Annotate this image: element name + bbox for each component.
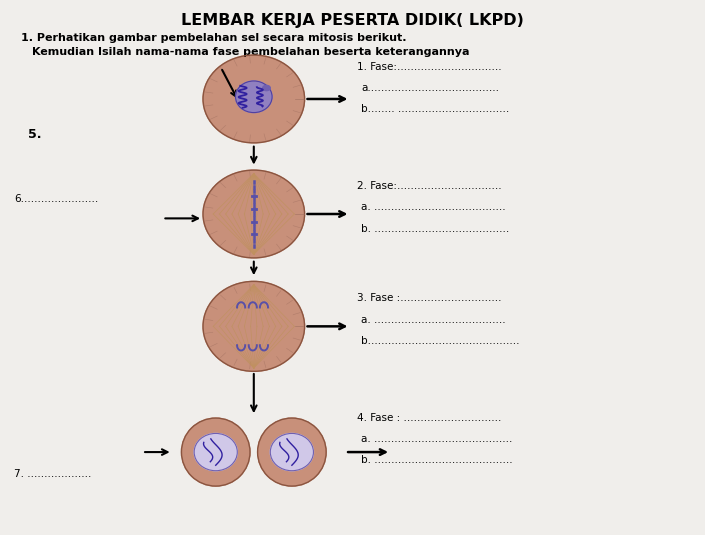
Text: b.............................................: b.......................................… [361,336,520,346]
Text: 3. Fase :..............................: 3. Fase :.............................. [357,293,502,303]
Text: a. .......................................: a. .....................................… [361,315,505,325]
Ellipse shape [257,418,326,486]
Text: a.......................................: a....................................... [361,83,499,93]
Ellipse shape [203,55,305,143]
Text: Kemudian Isilah nama-nama fase pembelahan beserta keterangannya: Kemudian Isilah nama-nama fase pembelaha… [32,47,470,57]
Ellipse shape [181,418,250,486]
Text: 1. Fase:...............................: 1. Fase:............................... [357,62,502,72]
Ellipse shape [203,281,305,371]
Text: 7. ...................: 7. ................... [14,469,92,479]
Text: b........ .................................: b........ ..............................… [361,104,509,114]
Text: a. .........................................: a. .....................................… [361,434,513,444]
Ellipse shape [263,86,270,90]
Ellipse shape [203,170,305,258]
Text: 1. Perhatikan gambar pembelahan sel secara mitosis berikut.: 1. Perhatikan gambar pembelahan sel seca… [21,33,407,43]
Ellipse shape [211,62,297,136]
Text: b. .........................................: b. .....................................… [361,455,513,465]
Text: 6.......................: 6....................... [14,194,99,204]
Text: 5.: 5. [28,127,42,141]
Text: LEMBAR KERJA PESERTA DIDIK( LKPD): LEMBAR KERJA PESERTA DIDIK( LKPD) [181,13,524,28]
Ellipse shape [194,433,238,471]
Ellipse shape [270,433,314,471]
Text: b. ........................................: b. .....................................… [361,224,509,234]
Ellipse shape [235,81,272,112]
Text: a. .......................................: a. .....................................… [361,202,505,212]
Text: 2. Fase:...............................: 2. Fase:............................... [357,181,502,191]
Text: 4. Fase : .............................: 4. Fase : ............................. [357,412,502,423]
